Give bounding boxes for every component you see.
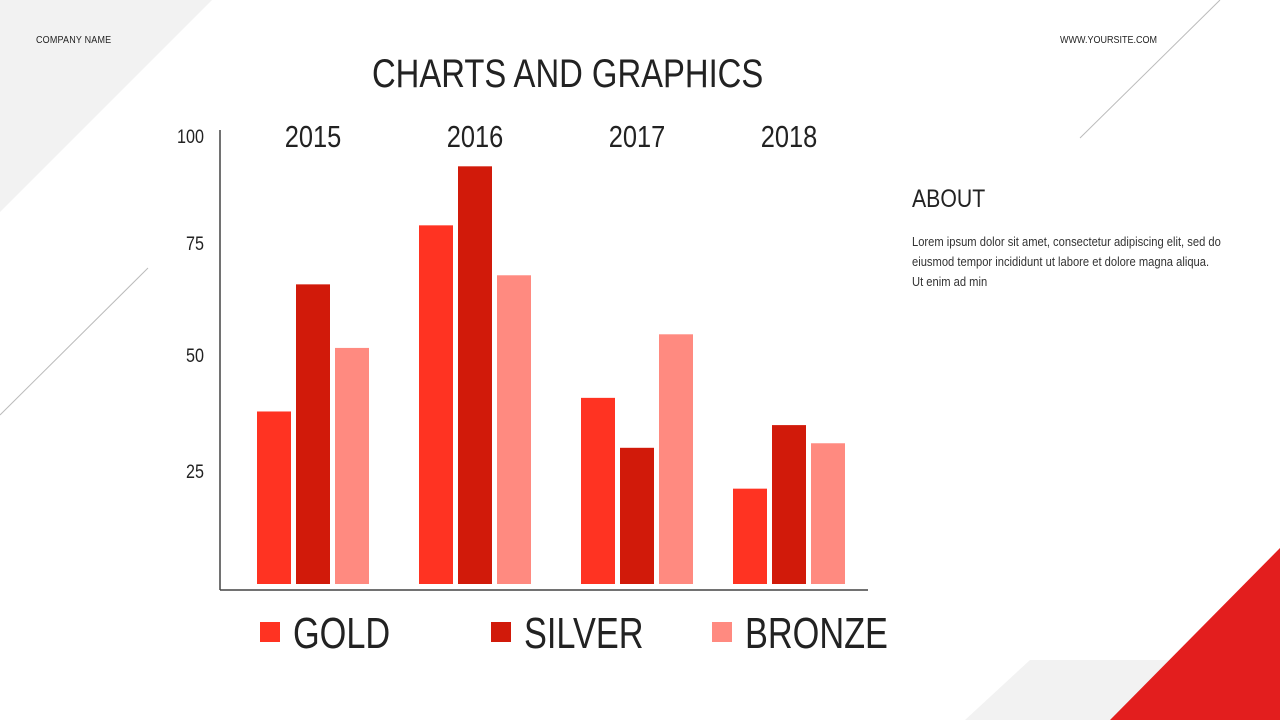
legend-swatch-gold <box>260 622 280 642</box>
y-tick-100: 100 <box>177 126 204 148</box>
bar-gold-2015 <box>257 411 291 584</box>
bar-bronze-2016 <box>497 275 531 584</box>
legend-swatch-bronze <box>712 622 732 642</box>
bar-silver-2018 <box>772 425 806 584</box>
chart-title: CHARTS AND GRAPHICS <box>372 52 764 96</box>
about-title: ABOUT <box>912 185 986 213</box>
bar-gold-2017 <box>581 397 615 584</box>
decor-line-top-right <box>1079 0 1221 139</box>
decor-line-left <box>0 267 149 416</box>
bar-silver-2017 <box>620 447 654 584</box>
bar-bronze-2015 <box>335 347 369 584</box>
category-label-2018: 2018 <box>761 120 818 155</box>
y-tick-75: 75 <box>186 233 204 255</box>
bar-silver-2016 <box>458 166 492 584</box>
legend-label-silver: SILVER <box>524 609 643 658</box>
legend: GOLD SILVER BRONZE <box>260 609 888 658</box>
decor-gray-top-left <box>0 0 212 212</box>
y-tick-50: 50 <box>186 345 204 367</box>
category-label-2016: 2016 <box>447 120 504 155</box>
bars <box>257 166 845 584</box>
bar-bronze-2017 <box>659 334 693 584</box>
bar-gold-2018 <box>733 488 767 584</box>
legend-label-gold: GOLD <box>293 609 390 658</box>
bar-gold-2016 <box>419 225 453 584</box>
decor-red-corner <box>1110 548 1280 720</box>
category-label-2015: 2015 <box>285 120 342 155</box>
about-text: Lorem ipsum dolor sit amet, consectetur … <box>912 234 1221 289</box>
legend-label-bronze: BRONZE <box>745 609 888 658</box>
legend-swatch-silver <box>491 622 511 642</box>
company-name: COMPANY NAME <box>36 35 112 46</box>
bar-silver-2015 <box>296 284 330 584</box>
y-tick-25: 25 <box>186 461 204 483</box>
category-label-2017: 2017 <box>609 120 666 155</box>
category-labels: 2015 2016 2017 2018 <box>285 120 818 155</box>
y-axis-ticks: 100 75 50 25 <box>177 126 204 483</box>
bar-bronze-2018 <box>811 443 845 584</box>
website-link[interactable]: WWW.YOURSITE.COM <box>1060 35 1158 46</box>
